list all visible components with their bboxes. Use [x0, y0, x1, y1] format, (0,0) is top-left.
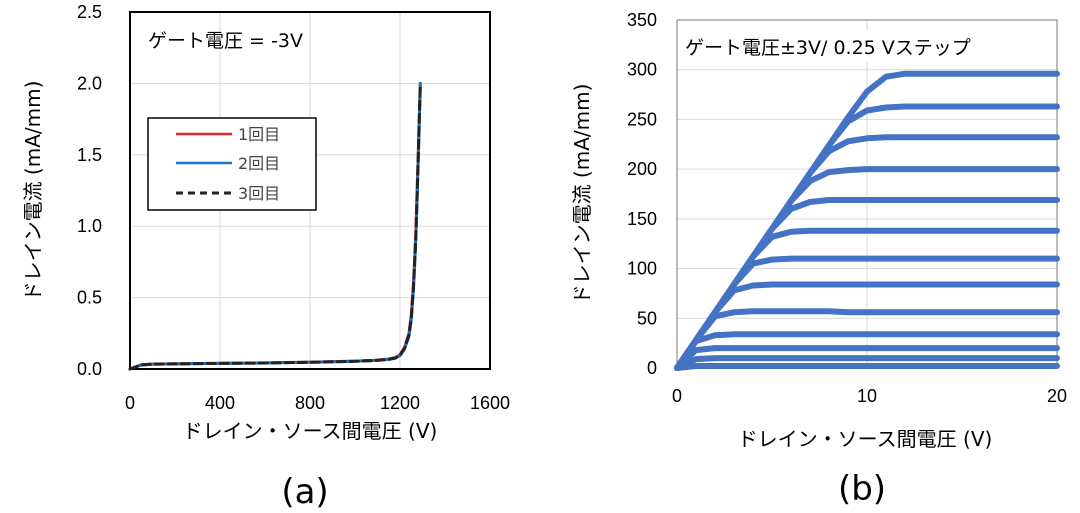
y-tick-label: 2.0 [77, 73, 102, 93]
chart-b-caption: (b) [838, 469, 886, 509]
series-line-13 [674, 70, 1060, 371]
x-tick-label: 800 [295, 393, 325, 413]
y-tick-label: 350 [627, 10, 657, 30]
y-tick-label: 300 [627, 60, 657, 80]
y-tick-label: 150 [627, 209, 657, 229]
chart-a-caption: (a) [281, 472, 328, 512]
chart-b-y-ticks: 0 50 100 150 200 250 300 350 [627, 10, 657, 378]
series-line-1 [674, 363, 1060, 371]
chart-b-series [674, 70, 1060, 371]
x-tick-label: 0 [672, 386, 682, 406]
x-tick-label: 0 [125, 393, 135, 413]
chart-b-annotation: ゲート電圧±3V/ 0.25 Vステップ [685, 37, 971, 59]
y-tick-label: 1.0 [77, 216, 102, 236]
chart-a-y-ticks: 0.0 0.5 1.0 1.5 2.0 2.5 [77, 2, 102, 379]
chart-b-x-axis-label: ドレイン・ソース間電圧 (V) [738, 427, 993, 451]
chart-a-legend-label-2: 2回目 [238, 154, 280, 173]
chart-a-plot-frame [129, 11, 491, 370]
series-line-3 [674, 345, 1060, 371]
chart-b-y-axis-label: ドレイン電流 (mA/mm) [570, 84, 594, 305]
y-tick-label: 2.5 [77, 2, 102, 22]
y-tick-label: 200 [627, 159, 657, 179]
y-tick-label: 50 [637, 308, 657, 328]
chart-b-x-ticks: 0 10 20 [672, 386, 1067, 406]
x-tick-label: 10 [857, 386, 877, 406]
chart-b-annotation-background [679, 30, 1041, 62]
series-line-5 [674, 308, 1060, 371]
chart-a-y-axis-label: ドレイン電流 (mA/mm) [21, 81, 45, 302]
series-line-3 [128, 81, 422, 371]
y-tick-label: 0.5 [77, 288, 102, 308]
chart-b: 0 50 100 150 200 250 300 350 0 10 20 ゲート電圧±3V/ 0.… [570, 10, 1067, 509]
x-tick-label: 1200 [380, 393, 420, 413]
series-line-6 [674, 281, 1060, 371]
y-tick-label: 100 [627, 259, 657, 279]
chart-a-legend-label-3: 3回目 [238, 184, 280, 203]
chart-a-x-ticks: 0 400 800 1200 1600 [125, 393, 510, 413]
series-line-2 [674, 355, 1060, 371]
y-tick-label: 0.0 [77, 359, 102, 379]
chart-a-series [128, 81, 422, 371]
y-tick-label: 250 [627, 109, 657, 129]
x-tick-label: 20 [1047, 386, 1067, 406]
chart-a-legend-label-1: 1回目 [238, 125, 280, 144]
y-tick-label: 0 [647, 358, 657, 378]
chart-a-legend: 1回目 2回目 3回目 [147, 117, 317, 211]
chart-a-x-axis-label: ドレイン・ソース間電圧 (V) [183, 419, 438, 443]
x-tick-label: 1600 [470, 393, 510, 413]
y-tick-label: 1.5 [77, 145, 102, 165]
chart-a: 0.0 0.5 1.0 1.5 2.0 2.5 0 400 800 1200 1600 ゲート電圧… [21, 2, 510, 512]
x-tick-label: 400 [205, 393, 235, 413]
series-line-4 [674, 331, 1060, 371]
chart-a-annotation: ゲート電圧 = -3V [148, 30, 303, 52]
